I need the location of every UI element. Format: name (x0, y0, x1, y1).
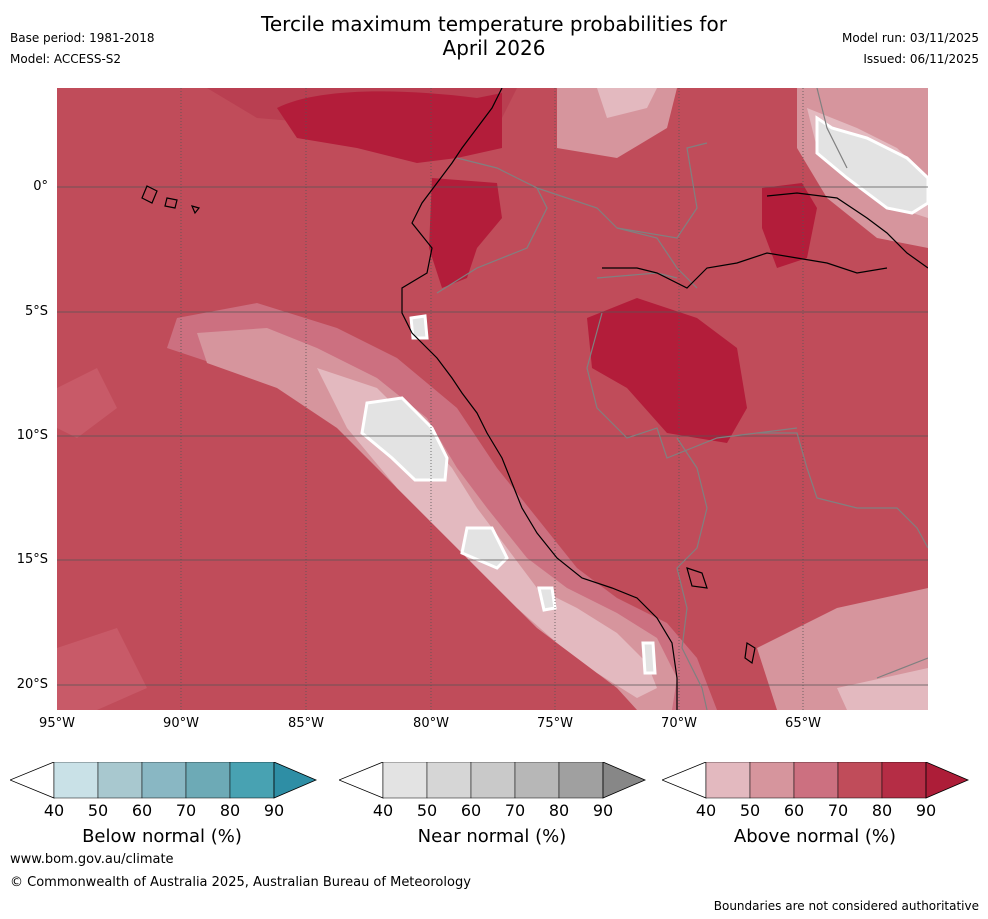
colorbar-above-ticks: 40 50 60 70 80 90 (662, 801, 972, 821)
disclaimer-text: Boundaries are not considered authoritat… (713, 899, 979, 913)
lon-label: 80°W (413, 716, 449, 731)
tick-label: 90 (592, 801, 614, 820)
shade-region (57, 368, 117, 438)
tick-label: 70 (504, 801, 526, 820)
near-normal-region (641, 641, 657, 675)
tick-label: 90 (915, 801, 937, 820)
above-90-region (429, 178, 502, 288)
colorbar-near-svg (337, 761, 647, 799)
colorbar-above-label: Above normal (%) (733, 826, 897, 847)
lat-label: 20°S (16, 677, 48, 692)
tick-label: 80 (548, 801, 570, 820)
colorbar-below-ticks: 40 50 60 70 80 90 (10, 801, 318, 821)
above-90-region (587, 298, 747, 443)
title-line-2: April 2026 (442, 36, 546, 60)
above-90-region (277, 91, 502, 163)
above-40-band (597, 88, 657, 118)
tick-label: 70 (175, 801, 197, 820)
lon-label: 95°W (39, 716, 75, 731)
title-line-1: Tercile maximum temperature probabilitie… (261, 12, 727, 36)
tick-label: 50 (416, 801, 438, 820)
meta-left: Base period: 1981-2018 Model: ACCESS-S2 (10, 28, 155, 70)
tick-label: 40 (695, 801, 717, 820)
lon-label: 70°W (661, 716, 697, 731)
tick-label: 70 (827, 801, 849, 820)
map-title: Tercile maximum temperature probabilitie… (0, 12, 988, 60)
graticule (57, 88, 928, 710)
lon-label: 90°W (163, 716, 199, 731)
colorbar-above (660, 761, 972, 802)
tick-label: 60 (783, 801, 805, 820)
model-name: Model: ACCESS-S2 (10, 52, 122, 66)
near-normal-region (460, 526, 509, 570)
colorbar-near-label: Near normal (%) (417, 826, 567, 847)
lon-label: 85°W (288, 716, 324, 731)
tick-label: 50 (87, 801, 109, 820)
probability-map (57, 88, 928, 710)
lat-label: 10°S (16, 428, 48, 443)
colorbar-below (8, 761, 318, 802)
near-normal-region (360, 396, 449, 482)
colorbar-below-label: Below normal (%) (82, 826, 242, 847)
lat-label: 0° (33, 179, 48, 194)
colorbar-near-ticks: 40 50 60 70 80 90 (339, 801, 647, 821)
colorbar-near (337, 761, 647, 802)
tick-label: 80 (871, 801, 893, 820)
country-borders (436, 88, 928, 710)
lat-label: 15°S (16, 552, 48, 567)
tick-label: 80 (219, 801, 241, 820)
meta-right: Model run: 03/11/2025 Issued: 06/11/2025 (842, 28, 979, 70)
lat-label: 5°S (24, 304, 48, 319)
tick-label: 60 (131, 801, 153, 820)
copyright-text: © Commonwealth of Australia 2025, Austra… (10, 875, 471, 890)
lon-label: 75°W (537, 716, 573, 731)
tick-label: 60 (460, 801, 482, 820)
coastlines (141, 88, 928, 710)
base-period: Base period: 1981-2018 (10, 31, 155, 45)
map-background (57, 88, 928, 710)
above-90-region (762, 183, 817, 268)
near-normal-region (409, 314, 429, 340)
above-40-band (837, 668, 928, 710)
lon-label: 65°W (785, 716, 821, 731)
model-run: Model run: 03/11/2025 (841, 31, 979, 45)
issued-date: Issued: 06/11/2025 (863, 52, 979, 66)
shade-region (57, 628, 147, 710)
map-canvas (57, 88, 928, 710)
near-normal-region (815, 115, 928, 215)
colorbar-above-svg (660, 761, 970, 799)
colorbar-below-svg (8, 761, 318, 799)
tick-label: 40 (43, 801, 65, 820)
tick-label: 50 (739, 801, 761, 820)
tick-label: 90 (263, 801, 285, 820)
tick-label: 40 (372, 801, 394, 820)
website-link[interactable]: www.bom.gov.au/climate (10, 852, 174, 867)
